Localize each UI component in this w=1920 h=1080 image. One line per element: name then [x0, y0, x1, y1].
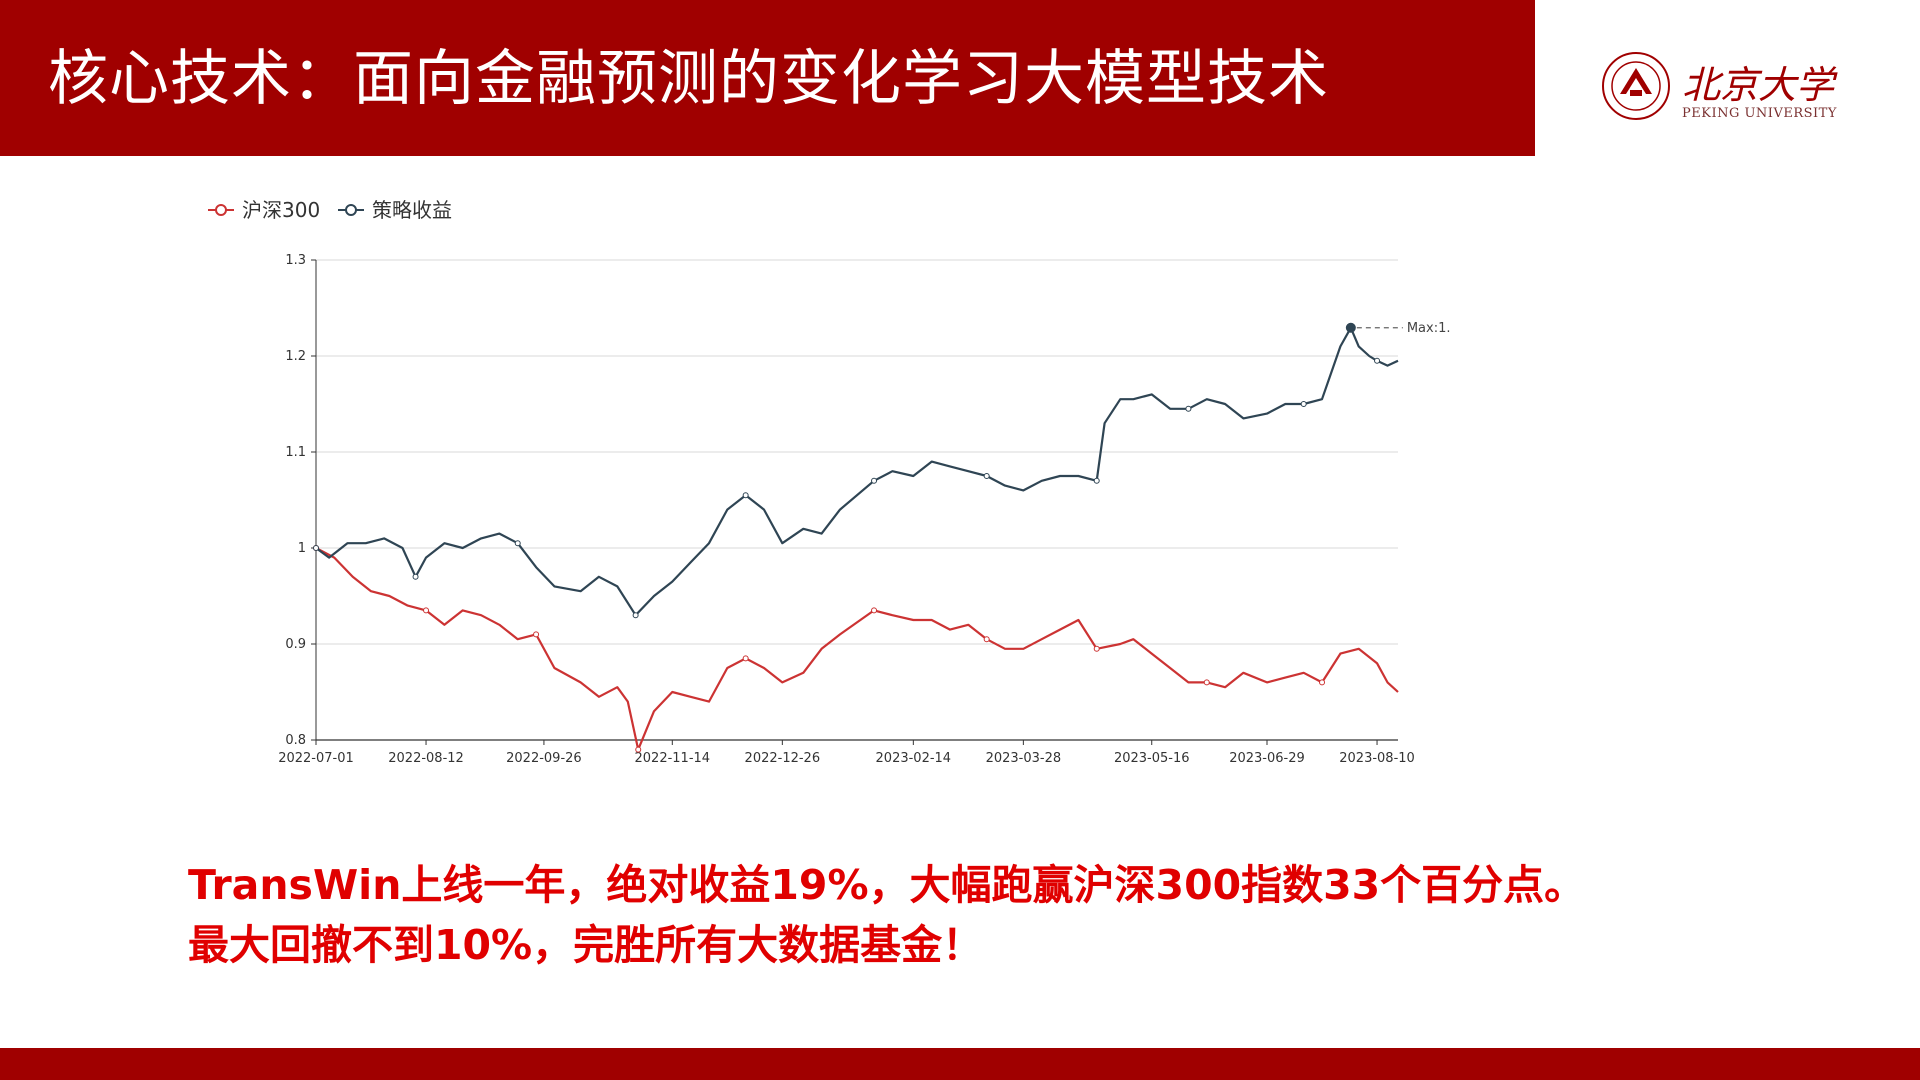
x-tick-label: 2022-09-26: [506, 751, 582, 766]
peking-university-logo: 北京大学 PEKING UNIVERSITY: [1600, 50, 1860, 130]
data-point: [1319, 679, 1326, 686]
x-tick-label: 2023-05-16: [1114, 751, 1190, 766]
data-point: [635, 746, 642, 753]
legend-label-0: 沪深300: [242, 198, 320, 222]
y-tick-label: 0.8: [285, 733, 306, 748]
data-point: [423, 607, 430, 614]
y-tick-label: 1.1: [285, 445, 306, 460]
data-point: [412, 573, 419, 580]
data-point: [1203, 679, 1210, 686]
footer-bar: [0, 1048, 1920, 1080]
line-chart: 0.8 0.9 1 1.1 1.2 1.3 2022-07-01 2022-08-12 2022…: [208, 198, 1450, 766]
data-point: [871, 607, 878, 614]
x-tick-label: 2023-02-14: [876, 751, 952, 766]
x-tick-label: 2022-12-26: [745, 751, 821, 766]
data-point: [632, 612, 639, 619]
slide-title: 核心技术：面向金融预测的变化学习大模型技术: [48, 44, 1329, 114]
series-line-0: [315, 547, 1399, 751]
legend-marker-1: [345, 204, 357, 216]
x-tick-label: 2023-06-29: [1229, 751, 1305, 766]
data-point: [983, 473, 990, 479]
data-point: [983, 636, 990, 643]
data-point: [1093, 645, 1100, 652]
x-tick-label: 2022-08-12: [388, 751, 464, 766]
summary-text: TransWin上线一年，绝对收益19%，大幅跑赢沪深300指数33个百分点。 …: [188, 855, 1585, 975]
y-tick-label: 1: [298, 541, 306, 556]
summary-line-2: 最大回撤不到10%，完胜所有大数据基金！: [188, 921, 984, 969]
data-point: [514, 540, 521, 547]
x-tick-label: 2022-11-14: [635, 751, 711, 766]
header-bar: [0, 0, 1535, 156]
max-label: Max:1.2294: [1407, 321, 1450, 336]
data-point: [1374, 357, 1381, 364]
logo-english-name: PEKING UNIVERSITY: [1682, 106, 1837, 121]
legend-label-1: 策略收益: [372, 198, 452, 222]
data-point: [742, 655, 749, 662]
data-point: [742, 492, 749, 499]
data-point: [533, 631, 540, 638]
max-marker: [1345, 322, 1356, 333]
data-point: [1093, 477, 1100, 484]
data-point: [871, 477, 878, 484]
summary-line-1: TransWin上线一年，绝对收益19%，大幅跑赢沪深300指数33个百分点。: [188, 861, 1586, 909]
x-tick-label: 2023-03-28: [986, 751, 1062, 766]
x-tick-label: 2022-07-01: [278, 751, 354, 766]
data-point: [313, 545, 319, 551]
series-line-1: [315, 326, 1399, 617]
y-tick-label: 1.3: [285, 253, 306, 268]
data-point: [1185, 405, 1192, 412]
university-seal-icon: [1602, 52, 1670, 120]
x-tick-label: 2023-08-10: [1339, 751, 1415, 766]
y-tick-label: 1.2: [285, 349, 306, 364]
logo-chinese-name: 北京大学: [1682, 63, 1835, 107]
data-point: [1300, 401, 1307, 407]
y-tick-label: 0.9: [285, 637, 306, 652]
legend-marker-0: [215, 204, 227, 216]
